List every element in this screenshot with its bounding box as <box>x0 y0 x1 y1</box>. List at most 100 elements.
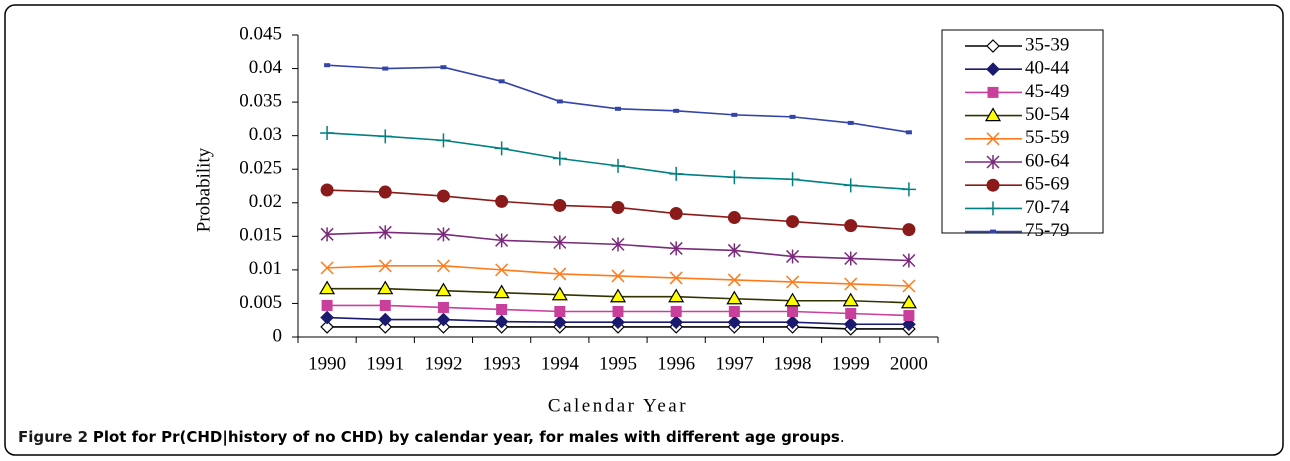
x-tick-label: 1997 <box>715 353 753 374</box>
data-point <box>436 312 451 327</box>
data-point <box>903 310 915 322</box>
data-point-shape <box>495 263 509 277</box>
data-point <box>493 284 510 299</box>
data-point <box>320 261 334 275</box>
data-point-shape <box>844 277 858 291</box>
data-point <box>902 279 916 293</box>
data-point <box>902 253 916 268</box>
data-point-shape <box>320 320 334 334</box>
data-point <box>784 292 801 307</box>
data-point <box>611 200 625 214</box>
data-point <box>669 315 684 330</box>
data-point <box>320 310 334 325</box>
data-point <box>496 303 508 315</box>
data-point <box>612 305 624 317</box>
data-point-shape <box>611 158 625 173</box>
data-point-shape <box>324 63 331 68</box>
data-point-shape <box>553 267 567 281</box>
data-point <box>727 315 742 330</box>
data-point-shape <box>786 275 800 289</box>
data-point-shape <box>786 215 800 229</box>
data-point <box>440 65 447 70</box>
data-point <box>669 271 683 285</box>
data-point-shape <box>321 299 333 311</box>
data-point <box>670 305 682 317</box>
data-point-shape <box>320 261 334 275</box>
data-point <box>905 130 912 135</box>
data-point-shape <box>551 286 568 301</box>
data-point-shape <box>378 312 393 327</box>
data-point-shape <box>669 241 683 256</box>
legend-marker-shape <box>986 178 1000 192</box>
data-point-shape <box>844 219 858 233</box>
data-point <box>728 305 740 317</box>
data-point <box>382 66 389 71</box>
data-point-shape <box>379 299 391 311</box>
data-point <box>378 312 393 327</box>
legend-label: 65-69 <box>1025 174 1069 195</box>
data-point-shape <box>669 207 683 221</box>
data-point-shape <box>726 290 743 305</box>
x-axis-title: Calendar Year <box>548 395 688 416</box>
data-point-shape <box>727 273 741 287</box>
data-point <box>320 125 335 140</box>
data-point-shape <box>785 172 800 187</box>
caption: Figure 2 Plot for Pr(CHD|history of no C… <box>18 428 845 447</box>
data-point-shape <box>901 182 916 197</box>
data-point-shape <box>731 112 738 117</box>
data-point <box>727 170 742 185</box>
data-point <box>673 108 680 113</box>
data-point <box>556 99 563 104</box>
data-point-shape <box>903 310 915 322</box>
legend-marker <box>986 201 1000 216</box>
legend-marker-shape <box>986 155 1000 169</box>
data-point <box>727 273 741 287</box>
data-point-shape <box>785 315 800 330</box>
data-point <box>669 241 683 256</box>
data-point-shape <box>842 292 859 307</box>
data-point-shape <box>556 99 563 104</box>
data-point <box>436 227 450 242</box>
data-point-shape <box>553 235 567 250</box>
data-point-shape <box>727 211 741 225</box>
data-point <box>731 112 738 117</box>
x-tick-label: 1996 <box>657 353 695 374</box>
data-point-shape <box>378 259 392 273</box>
data-point-shape <box>436 320 451 334</box>
legend-marker <box>986 155 1000 169</box>
data-point-shape <box>437 301 449 313</box>
data-point-shape <box>728 305 740 317</box>
y-tick-label: 0.025 <box>239 158 282 179</box>
legend-marker-shape <box>987 86 999 98</box>
data-point-shape <box>905 130 912 135</box>
data-point <box>611 315 625 330</box>
data-point <box>436 259 450 273</box>
data-point <box>786 249 800 264</box>
legend-marker-shape <box>986 62 1000 77</box>
data-point-shape <box>612 305 624 317</box>
data-point <box>436 133 451 148</box>
data-point <box>902 317 916 332</box>
data-point <box>498 79 505 84</box>
data-point-shape <box>436 259 450 273</box>
data-point <box>319 280 336 295</box>
data-point-shape <box>378 320 393 334</box>
data-point <box>786 275 800 289</box>
data-point-shape <box>847 120 854 125</box>
data-point <box>435 282 452 297</box>
data-point-shape <box>435 282 452 297</box>
legend-label: 60-64 <box>1025 150 1070 171</box>
data-point <box>494 314 509 329</box>
data-point-shape <box>611 237 625 252</box>
data-point-shape <box>436 227 450 242</box>
data-point-shape <box>552 151 567 166</box>
caption-text: Plot for Pr(CHD|history of no CHD) by ca… <box>93 428 840 447</box>
data-point <box>785 315 800 330</box>
data-point <box>843 317 858 332</box>
data-point <box>554 305 566 317</box>
data-point <box>552 315 567 330</box>
data-point <box>495 233 509 248</box>
data-point-shape <box>615 106 621 111</box>
legend-marker-shape <box>986 39 1000 53</box>
data-point-shape <box>378 185 392 199</box>
